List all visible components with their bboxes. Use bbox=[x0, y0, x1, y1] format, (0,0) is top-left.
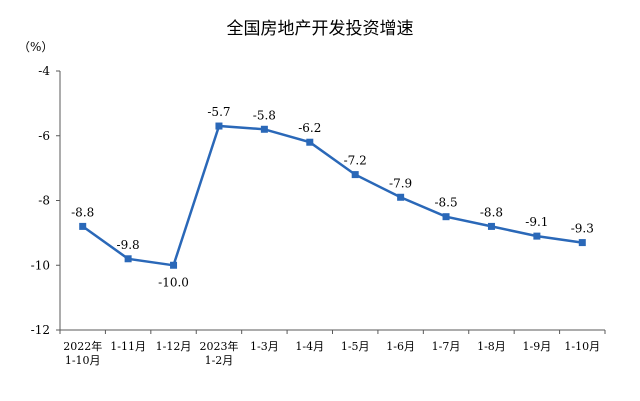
y-tick-label: -10 bbox=[31, 258, 50, 272]
data-label: -5.8 bbox=[253, 108, 276, 122]
data-point bbox=[533, 232, 541, 240]
x-tick-label: 1-12月 bbox=[156, 340, 192, 353]
y-tick-label: -8 bbox=[38, 194, 50, 208]
data-label: -10.0 bbox=[158, 275, 189, 289]
data-label: -9.3 bbox=[571, 222, 594, 236]
y-tick-label: -12 bbox=[31, 323, 50, 337]
x-tick-label: 2023年 1-2月 bbox=[199, 339, 238, 367]
data-point bbox=[351, 171, 359, 179]
data-label: -5.7 bbox=[207, 105, 230, 119]
x-axis-ticks: 2022年 1-10月 1-11月 1-12月 2023年 1-2月 1-3月 1-4月 1-5… bbox=[59, 330, 606, 367]
data-label: -7.9 bbox=[389, 176, 412, 190]
data-label: -8.8 bbox=[71, 205, 94, 219]
y-tick-label: -4 bbox=[38, 64, 50, 78]
data-point bbox=[215, 122, 223, 130]
data-point bbox=[397, 193, 405, 201]
data-label: -9.8 bbox=[117, 238, 140, 252]
data-point bbox=[578, 239, 586, 247]
chart-title: 全国房地产开发投资增速 bbox=[227, 19, 414, 39]
data-label: -6.2 bbox=[298, 121, 321, 135]
x-tick-label: 1-9月 bbox=[523, 340, 552, 353]
data-label: -7.2 bbox=[344, 154, 367, 168]
x-tick-label: 1-4月 bbox=[295, 340, 324, 353]
series-line bbox=[79, 122, 586, 269]
data-labels: -8.8 -9.8 -10.0 -5.7 -5.8 -6.2 -7.2 -7.9 -8.5 -8.… bbox=[71, 105, 594, 289]
data-point bbox=[170, 261, 178, 269]
y-axis-ticks: -4 -6 -8 -10 -12 bbox=[31, 64, 60, 337]
data-label: -9.1 bbox=[525, 215, 548, 229]
x-tick-label: 1-10月 bbox=[564, 340, 600, 353]
x-tick-label: 1-11月 bbox=[110, 340, 146, 353]
series-polyline bbox=[81, 124, 583, 267]
x-tick-label: 2022年 1-10月 bbox=[63, 339, 102, 367]
data-point bbox=[79, 222, 87, 230]
y-axis-unit: （%） bbox=[18, 40, 53, 54]
x-tick-label: 1-8月 bbox=[477, 340, 506, 353]
data-point bbox=[442, 213, 450, 221]
data-point bbox=[124, 255, 132, 263]
data-point bbox=[306, 138, 314, 146]
x-tick-label: 1-3月 bbox=[250, 340, 279, 353]
y-tick-label: -6 bbox=[38, 129, 50, 143]
x-tick-label: 1-5月 bbox=[341, 340, 370, 353]
data-label: -8.8 bbox=[480, 205, 503, 219]
data-point bbox=[260, 125, 268, 133]
data-point bbox=[487, 222, 495, 230]
axes bbox=[59, 71, 605, 331]
x-tick-label: 1-7月 bbox=[432, 340, 461, 353]
data-label: -8.5 bbox=[434, 196, 457, 210]
x-tick-label: 1-6月 bbox=[386, 340, 415, 353]
